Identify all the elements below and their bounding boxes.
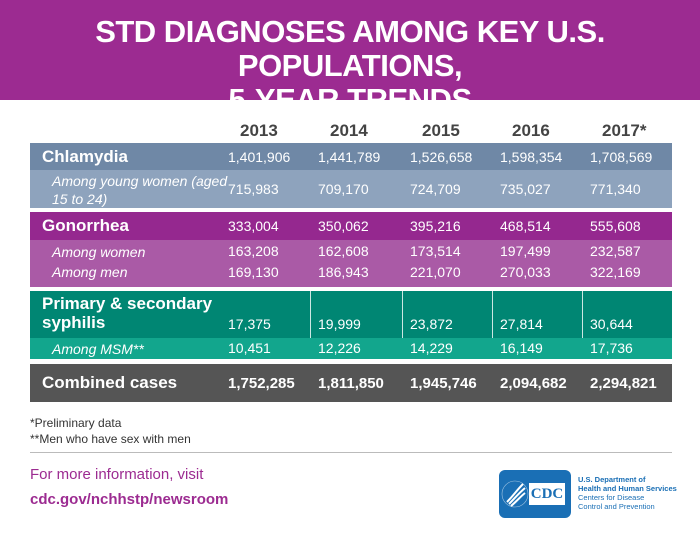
column-divider bbox=[310, 291, 311, 338]
row-label: Combined cases bbox=[42, 373, 178, 392]
table-cell: 724,709 bbox=[410, 181, 461, 197]
row-label: Gonorrhea bbox=[42, 216, 129, 235]
table-cell: 1,598,354 bbox=[500, 149, 563, 165]
table-row: Among men 169,130 186,943 221,070 270,033 322… bbox=[30, 262, 672, 287]
hhs-line: Health and Human Services bbox=[578, 484, 677, 493]
column-header: 2013 bbox=[240, 121, 278, 140]
hhs-eagle-icon bbox=[501, 480, 529, 508]
table-cell: 162,608 bbox=[318, 243, 369, 259]
table-row: Among women 163,208 162,608 173,514 197,499 2… bbox=[30, 240, 672, 262]
table-cell: 350,062 bbox=[318, 218, 369, 234]
cdc-logo: CDC bbox=[499, 470, 571, 518]
row-label: Among men bbox=[52, 264, 128, 280]
table-cell: 163,208 bbox=[228, 243, 279, 259]
column-header: 2015 bbox=[422, 121, 460, 140]
hhs-text: U.S. Department of Health and Human Serv… bbox=[578, 475, 677, 511]
table-cell: 1,752,285 bbox=[228, 375, 295, 392]
more-info-link[interactable]: cdc.gov/nchhstp/newsroom bbox=[30, 491, 229, 508]
column-divider bbox=[582, 291, 583, 338]
table-cell: 468,514 bbox=[500, 218, 551, 234]
table-row: Among young women (aged 15 to 24) 715,983… bbox=[30, 170, 672, 208]
table-cell: 1,526,658 bbox=[410, 149, 473, 165]
table-cell: 715,983 bbox=[228, 181, 279, 197]
table-cell: 395,216 bbox=[410, 218, 461, 234]
column-divider bbox=[492, 291, 493, 338]
table-cell: 232,587 bbox=[590, 243, 641, 259]
table-cell: 1,811,850 bbox=[318, 375, 384, 392]
table-cell: 221,070 bbox=[410, 264, 461, 280]
table-cell: 270,033 bbox=[500, 264, 551, 280]
divider bbox=[30, 452, 672, 453]
column-header: 2017* bbox=[602, 121, 647, 140]
table-cell: 173,514 bbox=[410, 243, 461, 259]
more-info-text: For more information, visit bbox=[30, 466, 204, 483]
table-cell: 1,708,569 bbox=[590, 149, 653, 165]
column-header: 2016 bbox=[512, 121, 550, 140]
table-cell: 10,451 bbox=[228, 340, 271, 356]
row-label: Primary & secondary syphilis bbox=[42, 294, 213, 332]
row-label: Among young women (aged 15 to 24) bbox=[52, 173, 228, 207]
table-cell: 17,736 bbox=[590, 340, 633, 356]
table-cell: 771,340 bbox=[590, 181, 641, 197]
table-row: Gonorrhea 333,004 350,062 395,216 468,514 555… bbox=[30, 212, 672, 240]
table-cell: 197,499 bbox=[500, 243, 551, 259]
row-label: Chlamydia bbox=[42, 147, 128, 166]
table-cell: 1,401,906 bbox=[228, 149, 291, 165]
table-cell: 16,149 bbox=[500, 340, 543, 356]
table-row: Among MSM** 10,451 12,226 14,229 16,149 17,73… bbox=[30, 338, 672, 359]
title-line-1: STD DIAGNOSES AMONG KEY U.S. POPULATIONS… bbox=[95, 14, 605, 83]
table-cell: 23,872 bbox=[410, 316, 453, 332]
table-cell: 333,004 bbox=[228, 218, 279, 234]
table-cell: 17,375 bbox=[228, 316, 271, 332]
cdc-wordmark: CDC bbox=[529, 483, 565, 505]
table-cell: 555,608 bbox=[590, 218, 641, 234]
table-row: Chlamydia 1,401,906 1,441,789 1,526,658 1,59… bbox=[30, 143, 672, 170]
table-cell: 735,027 bbox=[500, 181, 551, 197]
footnote-msm: **Men who have sex with men bbox=[30, 432, 191, 446]
column-divider bbox=[402, 291, 403, 338]
table-cell: 709,170 bbox=[318, 181, 369, 197]
table-cell: 12,226 bbox=[318, 340, 361, 356]
table-cell: 1,945,746 bbox=[410, 375, 477, 392]
title-line-2: 5-YEAR TRENDS bbox=[228, 82, 472, 117]
table-cell: 19,999 bbox=[318, 316, 361, 332]
table-cell: 1,441,789 bbox=[318, 149, 381, 165]
table-cell: 2,094,682 bbox=[500, 375, 567, 392]
table-row: Combined cases 1,752,285 1,811,850 1,945,74… bbox=[30, 364, 672, 402]
cdc-line: Control and Prevention bbox=[578, 502, 655, 511]
row-label: Among MSM** bbox=[52, 341, 144, 357]
table-cell: 169,130 bbox=[228, 264, 279, 280]
row-label: Among women bbox=[52, 244, 146, 260]
footnote-preliminary: *Preliminary data bbox=[30, 416, 122, 430]
table-cell: 2,294,821 bbox=[590, 375, 657, 392]
column-header: 2014 bbox=[330, 121, 368, 140]
table-cell: 186,943 bbox=[318, 264, 369, 280]
hhs-line: U.S. Department of bbox=[578, 475, 646, 484]
header-row: 2013 2014 2015 2016 2017* bbox=[30, 118, 672, 143]
table-cell: 322,169 bbox=[590, 264, 641, 280]
table-cell: 27,814 bbox=[500, 316, 543, 332]
table-row: Primary & secondary syphilis 17,375 19,999… bbox=[30, 291, 672, 338]
cdc-line: Centers for Disease bbox=[578, 493, 645, 502]
page-title: STD DIAGNOSES AMONG KEY U.S. POPULATIONS… bbox=[0, 0, 700, 117]
table-cell: 14,229 bbox=[410, 340, 453, 356]
table-cell: 30,644 bbox=[590, 316, 633, 332]
